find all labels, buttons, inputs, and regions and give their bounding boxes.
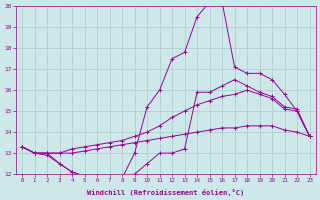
X-axis label: Windchill (Refroidissement éolien,°C): Windchill (Refroidissement éolien,°C) — [87, 189, 244, 196]
